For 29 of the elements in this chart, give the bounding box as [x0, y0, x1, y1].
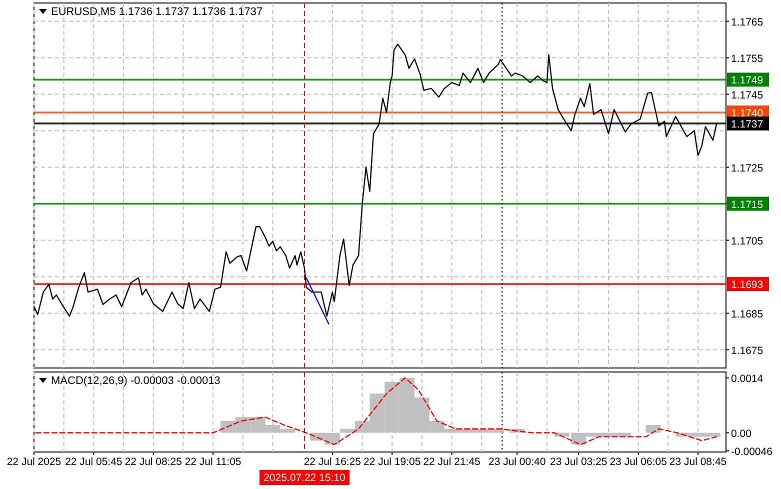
x-tick-label: 22 Jul 2025: [6, 456, 62, 468]
ref-line-label: 1.1749: [731, 74, 764, 87]
x-tick-label: 22 Jul 11:05: [184, 456, 242, 468]
ref-line-label: 1.1693: [731, 279, 764, 292]
y-tick-label: 1.1715: [731, 198, 764, 211]
y-tick-label: 1.1685: [731, 308, 764, 320]
x-tick-label: 22 Jul 16:25: [304, 456, 362, 468]
x-tick-label: 23 Jul 06:05: [610, 456, 668, 468]
y-tick-label: -0.00046: [731, 446, 773, 458]
x-tick-label: 22 Jul 19:05: [364, 456, 421, 468]
chart-title: EURUSD,M5 1.1736 1.1737 1.1736 1.1737: [51, 6, 263, 18]
y-tick-label: 0.0014: [731, 372, 764, 385]
y-tick-label: 1.1745: [731, 89, 764, 102]
x-tick-label: 22 Jul 05:45: [65, 456, 122, 468]
x-tick-label: 23 Jul 03:25: [550, 456, 608, 468]
y-tick-label: 0.00: [731, 428, 752, 440]
y-tick-label: 1.1765: [731, 16, 764, 28]
x-tick-label: 22 Jul 08:25: [124, 456, 182, 468]
x-tick-label: 23 Jul 08:45: [669, 456, 727, 468]
y-tick-label: 1.1675: [731, 344, 764, 357]
x-tick-label: 22 Jul 21:45: [423, 456, 481, 468]
chart-title: MACD(12,26,9) -0.00003 -0.00013: [51, 375, 220, 387]
y-tick-label: 1.1725: [731, 162, 764, 174]
ref-line-label: 1.1740: [731, 108, 764, 120]
ref-line-label: 2025.07.22 15:10: [264, 472, 346, 484]
x-tick-label: 23 Jul 00:40: [488, 456, 546, 468]
y-tick-label: 1.1705: [731, 235, 764, 248]
y-tick-label: 1.1755: [731, 52, 764, 65]
ref-line-label: 1.1737: [731, 118, 764, 130]
